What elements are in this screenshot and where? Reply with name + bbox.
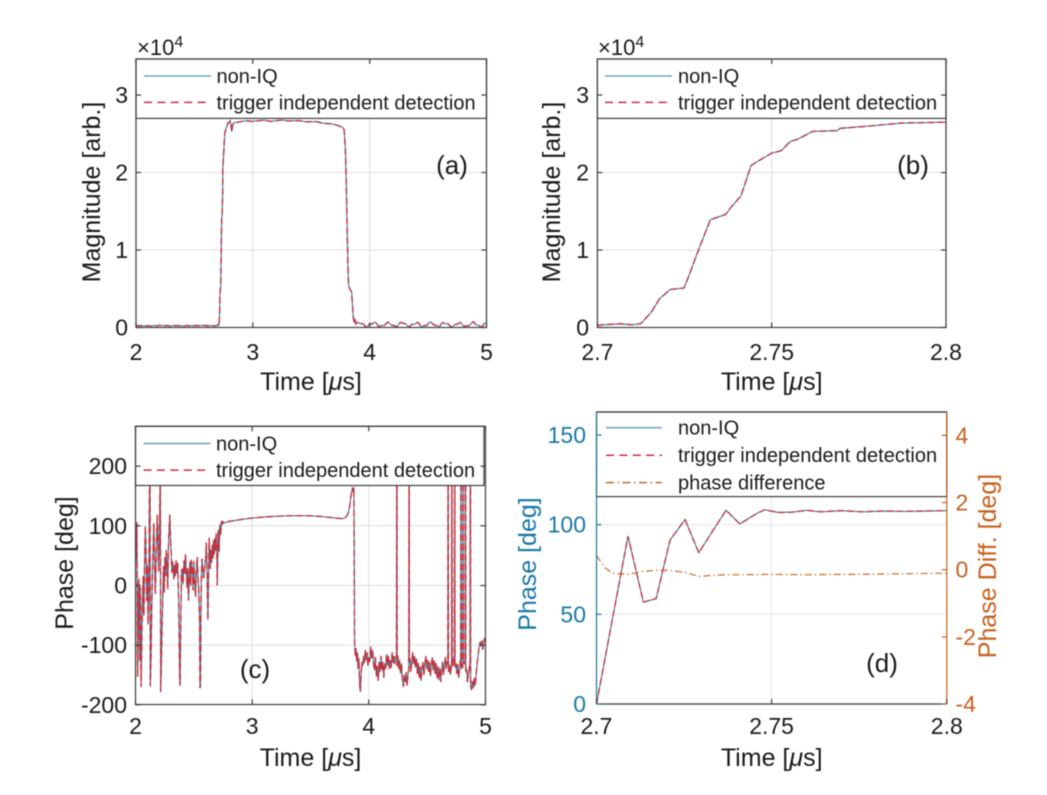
- svg-text:100: 100: [548, 512, 586, 538]
- svg-text:2.8: 2.8: [930, 339, 962, 365]
- svg-text:2: 2: [576, 160, 589, 186]
- svg-text:Phase [deg]: Phase [deg]: [514, 497, 542, 630]
- svg-text:phase difference: phase difference: [678, 473, 826, 495]
- svg-text:3: 3: [246, 713, 259, 739]
- svg-text:Time [μs]: Time [μs]: [721, 368, 823, 396]
- svg-text:Time [μs]: Time [μs]: [721, 744, 823, 772]
- svg-text:-100: -100: [81, 632, 127, 658]
- svg-text:2.8: 2.8: [931, 713, 963, 739]
- svg-text:non-IQ: non-IQ: [678, 418, 739, 440]
- svg-text:trigger independent detection: trigger independent detection: [678, 92, 937, 114]
- svg-text:(b): (b): [897, 150, 929, 180]
- svg-text:Time [μs]: Time [μs]: [260, 744, 362, 772]
- svg-text:3: 3: [576, 82, 589, 108]
- svg-text:0: 0: [114, 573, 127, 599]
- svg-text:trigger independent detection: trigger independent detection: [678, 445, 937, 467]
- svg-text:(a): (a): [436, 150, 468, 180]
- svg-text:4: 4: [362, 713, 375, 739]
- svg-text:2.7: 2.7: [581, 339, 613, 365]
- svg-text:2.7: 2.7: [581, 713, 613, 739]
- svg-text:0: 0: [573, 691, 586, 717]
- svg-text:150: 150: [548, 422, 586, 448]
- svg-text:non-IQ: non-IQ: [678, 66, 739, 88]
- svg-text:×104: ×104: [137, 34, 183, 60]
- svg-text:2: 2: [956, 490, 969, 516]
- svg-text:(c): (c): [240, 654, 270, 684]
- svg-text:trigger independent detection: trigger independent detection: [216, 460, 475, 482]
- svg-text:0: 0: [115, 315, 128, 341]
- svg-text:-200: -200: [81, 692, 127, 718]
- svg-text:non-IQ: non-IQ: [216, 434, 277, 456]
- svg-text:2: 2: [130, 339, 143, 365]
- svg-text:-2: -2: [956, 624, 976, 650]
- svg-text:3: 3: [115, 82, 128, 108]
- svg-text:Phase [deg]: Phase [deg]: [51, 496, 79, 629]
- svg-text:trigger independent detection: trigger independent detection: [217, 92, 476, 114]
- svg-text:200: 200: [89, 453, 127, 479]
- svg-text:3: 3: [246, 339, 259, 365]
- svg-text:Phase Diff. [deg]: Phase Diff. [deg]: [974, 474, 1002, 658]
- svg-text:5: 5: [479, 713, 492, 739]
- svg-text:(d): (d): [866, 648, 898, 678]
- svg-text:1: 1: [115, 237, 128, 263]
- svg-text:50: 50: [560, 601, 586, 627]
- svg-text:100: 100: [89, 513, 127, 539]
- svg-text:2.75: 2.75: [749, 339, 794, 365]
- svg-text:Magnitude [arb.]: Magnitude [arb.]: [538, 102, 566, 283]
- svg-text:0: 0: [576, 315, 589, 341]
- svg-text:5: 5: [480, 339, 493, 365]
- svg-text:1: 1: [576, 237, 589, 263]
- svg-text:2: 2: [115, 160, 128, 186]
- svg-text:Time [μs]: Time [μs]: [260, 368, 362, 396]
- svg-text:2.75: 2.75: [749, 713, 794, 739]
- svg-text:Magnitude [arb.]: Magnitude [arb.]: [78, 102, 106, 283]
- svg-text:4: 4: [956, 422, 969, 448]
- svg-text:2: 2: [129, 713, 142, 739]
- svg-text:-4: -4: [956, 691, 977, 717]
- svg-text:4: 4: [363, 339, 376, 365]
- svg-text:0: 0: [956, 557, 969, 583]
- svg-text:non-IQ: non-IQ: [217, 66, 278, 88]
